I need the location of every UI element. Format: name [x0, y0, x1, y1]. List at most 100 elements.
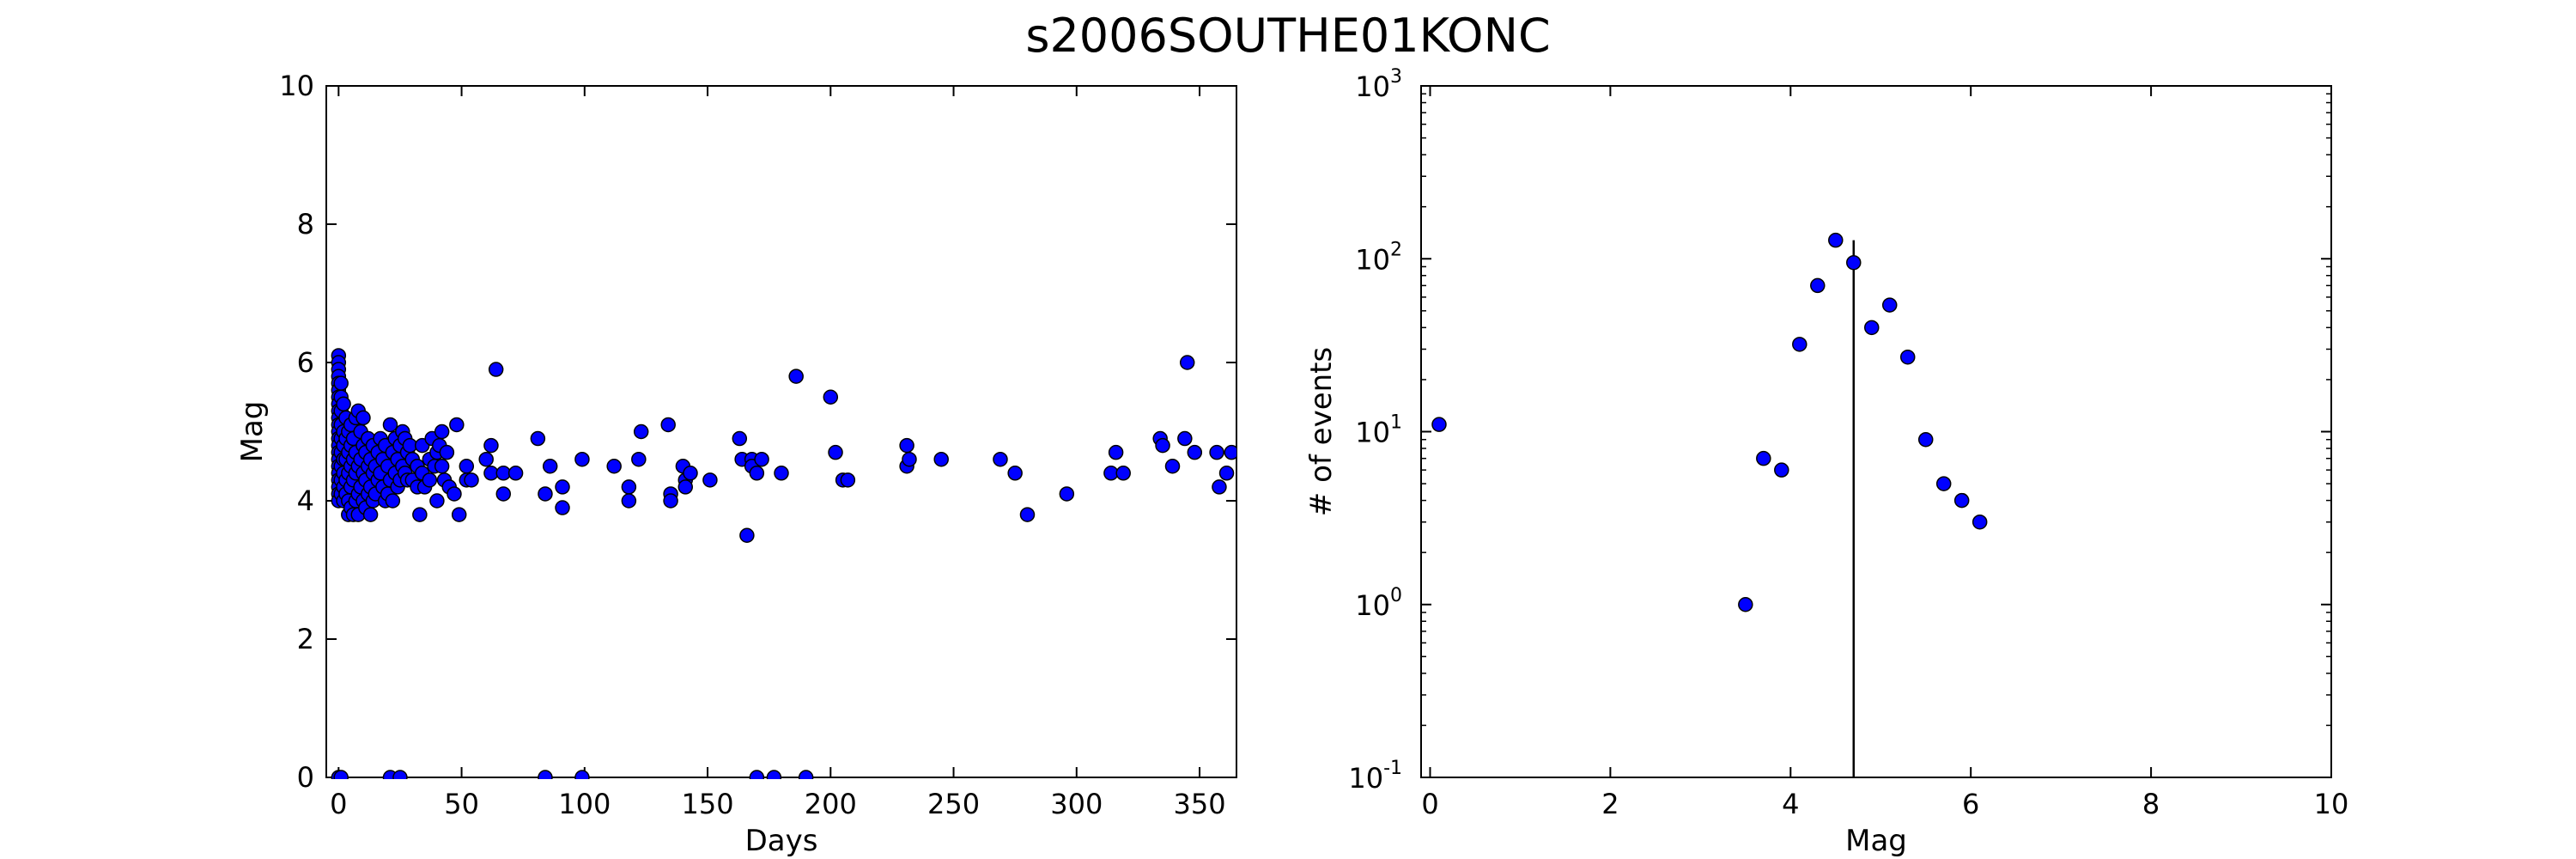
- data-point: [555, 479, 570, 495]
- data-point: [478, 451, 494, 467]
- data-point: [1431, 417, 1447, 432]
- data-point: [429, 493, 445, 509]
- data-point: [555, 500, 570, 515]
- data-point: [451, 507, 467, 522]
- data-point: [660, 417, 676, 433]
- data-point: [495, 486, 512, 502]
- data-point: [464, 472, 479, 488]
- data-point: [447, 486, 462, 502]
- y-axis-label: Mag: [235, 401, 270, 463]
- y-tick-exponent: 0: [1390, 585, 1402, 606]
- data-point: [1224, 444, 1236, 460]
- data-point: [412, 507, 428, 522]
- y-tick-label: 102: [1355, 239, 1402, 276]
- data-point: [459, 459, 475, 474]
- data-point: [788, 369, 804, 384]
- y-tick-base: 10: [1355, 243, 1390, 276]
- data-point: [606, 459, 622, 474]
- data-points: [1431, 232, 1988, 612]
- data-point: [362, 507, 379, 522]
- data-point: [483, 437, 499, 454]
- data-point: [933, 451, 949, 467]
- y-tick-exponent: 1: [1390, 412, 1402, 434]
- data-points: [331, 348, 1236, 779]
- x-tick-label: 0: [1421, 788, 1438, 820]
- x-tick-label: 6: [1962, 788, 1979, 820]
- x-tick-label: 150: [682, 788, 734, 820]
- data-point: [902, 451, 917, 467]
- x-tick-label: 50: [444, 788, 479, 820]
- data-point: [840, 472, 856, 488]
- data-point: [385, 493, 401, 509]
- data-point: [993, 451, 1008, 467]
- data-point: [1177, 430, 1193, 447]
- axes-frame: [1420, 85, 2332, 778]
- data-point: [422, 472, 438, 488]
- data-point: [1899, 349, 1916, 365]
- data-point: [1792, 337, 1807, 352]
- data-point: [621, 479, 637, 495]
- x-tick-label: 250: [927, 788, 980, 820]
- data-point: [1218, 466, 1235, 481]
- x-tick-label: 4: [1782, 788, 1799, 820]
- data-point: [1774, 462, 1789, 478]
- data-point: [1179, 355, 1195, 370]
- data-point: [621, 493, 637, 509]
- data-point: [766, 770, 782, 779]
- y-tick-base: 10: [1355, 417, 1390, 449]
- x-axis-label: Mag: [1845, 824, 1907, 858]
- data-point: [1738, 597, 1753, 612]
- y-tick-label: 101: [1355, 412, 1402, 449]
- data-point: [732, 430, 748, 447]
- data-point: [530, 430, 546, 447]
- figure-title: s2006SOUTHE01KONC: [1025, 9, 1550, 63]
- x-tick-label: 10: [2314, 788, 2349, 820]
- data-point: [434, 459, 450, 474]
- axes-frame: [325, 85, 1237, 778]
- y-tick-exponent: 2: [1390, 239, 1402, 260]
- data-point: [774, 466, 789, 481]
- data-point: [1164, 459, 1181, 474]
- data-point: [1212, 479, 1227, 495]
- x-axis-label: Days: [745, 824, 818, 858]
- y-tick-label: 0: [297, 761, 314, 794]
- y-tick-base: 10: [1348, 762, 1383, 795]
- data-point: [1828, 232, 1844, 248]
- data-point: [574, 770, 590, 779]
- data-point: [631, 451, 647, 467]
- y-tick-base: 10: [1355, 70, 1390, 103]
- data-point: [1019, 507, 1036, 522]
- y-tick-exponent: -1: [1383, 758, 1402, 779]
- magnitude-time-panel: 0 50 100 150 200 250 300 350 0 2 4 6 8 10 Days Mag: [235, 70, 1237, 858]
- data-point: [355, 410, 371, 426]
- data-point: [574, 451, 590, 467]
- x-tick-label: 300: [1050, 788, 1103, 820]
- x-tick-label: 0: [330, 788, 347, 820]
- data-point: [1864, 320, 1880, 336]
- data-point: [1917, 431, 1934, 448]
- data-point: [677, 479, 694, 495]
- data-point: [749, 770, 765, 779]
- data-point: [1007, 466, 1023, 481]
- data-point: [1155, 437, 1170, 454]
- data-point: [449, 417, 465, 433]
- x-tick-label: 200: [805, 788, 857, 820]
- y-tick-label: 2: [297, 623, 314, 655]
- data-point: [1209, 444, 1224, 460]
- data-point: [739, 527, 755, 543]
- data-point: [899, 437, 914, 454]
- y-tick-exponent: 3: [1390, 66, 1402, 88]
- data-point: [1059, 486, 1075, 502]
- data-point: [333, 770, 349, 779]
- x-tick-label: 8: [2142, 788, 2160, 820]
- data-point: [507, 466, 524, 481]
- data-point: [663, 493, 678, 509]
- data-point: [439, 444, 455, 460]
- data-point: [798, 770, 814, 779]
- data-point: [392, 770, 408, 779]
- data-point: [538, 770, 553, 779]
- data-point: [1971, 514, 1988, 530]
- x-tick-label: 100: [558, 788, 611, 820]
- data-point: [1108, 444, 1124, 460]
